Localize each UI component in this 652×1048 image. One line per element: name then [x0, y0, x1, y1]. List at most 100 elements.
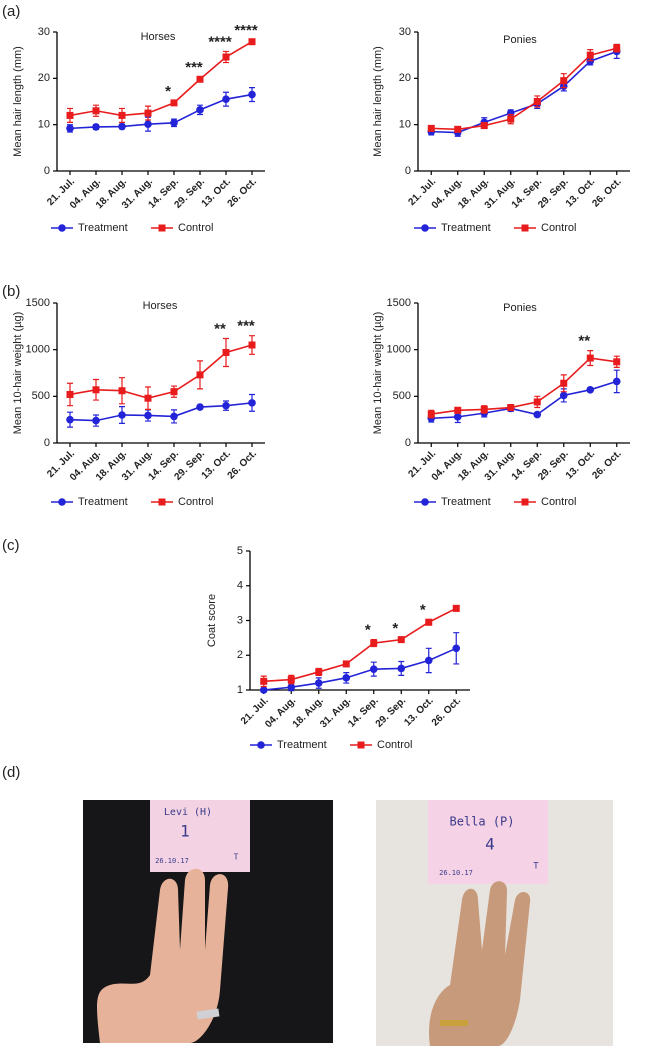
significance: ** [214, 320, 226, 337]
series-line [431, 50, 618, 134]
data-point [144, 411, 152, 420]
legend-marker [357, 741, 365, 749]
data-point [452, 644, 461, 653]
data-point [248, 90, 256, 99]
data-point [66, 390, 74, 398]
data-point [369, 665, 378, 673]
data-point [560, 379, 568, 387]
data-point [586, 386, 595, 394]
x-tick-label: 13. Oct. [402, 695, 435, 728]
data-point [92, 386, 100, 394]
legend-label: Control [541, 496, 576, 508]
panel-label: (a) [2, 3, 20, 20]
data-point [452, 604, 460, 612]
x-tick-label: 26. Oct. [590, 448, 623, 481]
chart-title: Horses [143, 300, 178, 312]
series-line [263, 647, 457, 691]
data-point [222, 401, 230, 410]
y-tick-label: 1500 [26, 297, 50, 309]
legend-label: Treatment [441, 496, 491, 508]
legend-marker [58, 498, 66, 506]
data-point [248, 399, 256, 407]
data-point [66, 124, 74, 133]
data-point [613, 358, 621, 366]
ring [196, 1008, 220, 1020]
data-point [144, 109, 152, 117]
data-point [342, 674, 351, 682]
data-point [533, 98, 541, 105]
data-point [397, 636, 405, 644]
data-point [222, 53, 230, 61]
data-point [533, 398, 541, 406]
y-tick-label: 1000 [26, 344, 50, 356]
note-paper [428, 800, 548, 884]
data-point [196, 371, 204, 379]
photo: Levi (H) 1 26.10.17 T [83, 800, 333, 1043]
x-tick-label: 29. Sep. [374, 695, 409, 730]
data-point [453, 413, 462, 421]
data-point [248, 38, 256, 46]
chart-title: Horses [141, 31, 176, 43]
y-axis-label: Coat score [206, 594, 218, 647]
data-point [533, 410, 542, 419]
y-tick-label: 500 [32, 390, 50, 402]
data-point [222, 95, 230, 103]
data-point [424, 656, 433, 665]
data-point [118, 122, 126, 131]
data-point [560, 77, 568, 85]
data-point [586, 354, 594, 362]
panel-label: (c) [2, 537, 20, 554]
significance: **** [208, 33, 232, 50]
significance: *** [185, 59, 203, 76]
x-tick-label: 26. Oct. [590, 176, 623, 209]
legend-label: Control [541, 222, 576, 234]
y-tick-label: 1500 [387, 297, 411, 309]
significance: *** [237, 318, 255, 335]
data-point [92, 107, 100, 115]
y-axis-label: Mean 10-hair weight (µg) [372, 312, 384, 435]
significance: * [420, 601, 426, 618]
data-point [427, 124, 435, 132]
series-line [431, 357, 617, 415]
series-line [69, 41, 253, 117]
data-point [170, 412, 178, 421]
y-tick-label: 1 [237, 684, 243, 696]
y-tick-label: 4 [237, 580, 243, 592]
y-tick-label: 10 [38, 119, 50, 131]
y-tick-label: 0 [405, 437, 411, 449]
y-tick-label: 0 [405, 165, 411, 177]
data-point [260, 677, 268, 685]
legend-marker [421, 224, 429, 232]
data-point [196, 106, 204, 114]
significance: * [365, 622, 371, 639]
y-axis-label: Mean 10-hair weight (µg) [12, 312, 24, 435]
data-point [425, 618, 433, 626]
data-point [248, 341, 256, 349]
data-point [222, 348, 230, 356]
data-point [612, 377, 621, 386]
data-point [196, 75, 204, 83]
legend-marker [158, 224, 166, 232]
chart-title: Ponies [503, 34, 537, 46]
x-tick-label: 26. Oct. [430, 695, 463, 728]
data-point [559, 391, 568, 400]
photo: Bella (P) 4 26.10.17 T [376, 800, 613, 1046]
x-tick-label: 26. Oct. [226, 176, 259, 209]
data-point [315, 668, 323, 676]
hand [97, 868, 229, 1043]
data-point [92, 123, 100, 131]
data-point [397, 664, 406, 673]
data-point [507, 115, 515, 123]
data-point [342, 660, 350, 668]
legend-label: Control [178, 496, 213, 508]
series-line [69, 344, 253, 400]
y-axis-label: Mean hair length (mm) [372, 46, 384, 157]
data-point [427, 410, 435, 418]
y-tick-label: 0 [44, 437, 50, 449]
note-text: Bella (P) [449, 815, 514, 829]
y-tick-label: 20 [38, 72, 50, 84]
data-point [287, 683, 296, 692]
legend-marker [521, 498, 529, 506]
legend-label: Control [178, 222, 213, 234]
